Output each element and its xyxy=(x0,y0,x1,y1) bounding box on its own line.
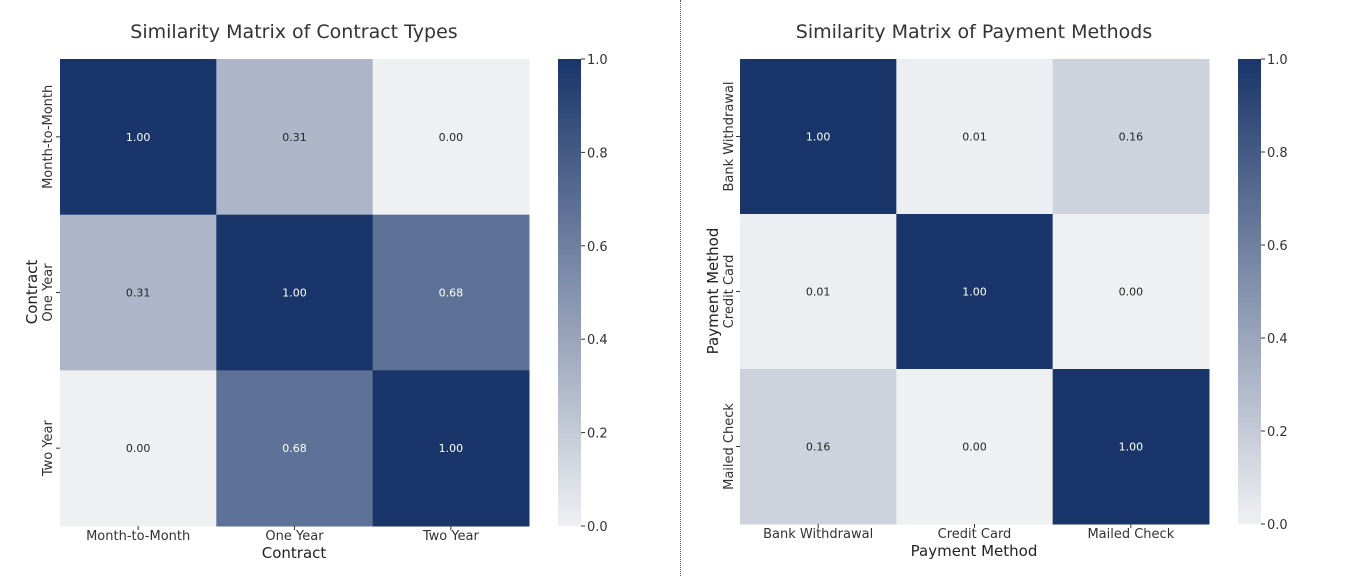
cell-value-label: 0.68 xyxy=(439,287,464,300)
x-tick-label: Mailed Check xyxy=(1087,527,1174,542)
heatmap-cell xyxy=(740,369,897,525)
cell-value-label: 0.00 xyxy=(1119,286,1144,299)
colorbar: 0.0 0.2 0.4 0.6 0.8 1.0 xyxy=(1238,53,1288,533)
cell-value-label: 1.00 xyxy=(439,442,464,455)
heatmap-cells: 1.00 0.31 0.00 0.31 1.00 0.68 0.00 0.68 1.00 xyxy=(60,59,530,527)
heatmap-cell xyxy=(216,370,374,527)
cell-value-label: 0.01 xyxy=(806,286,831,299)
colorbar-tick-label: 0.6 xyxy=(1267,239,1288,254)
y-tick-label: Bank Withdrawal xyxy=(722,81,737,191)
heatmap-cell xyxy=(896,369,1054,525)
cell-value-label: 0.16 xyxy=(1119,131,1144,144)
panel-divider xyxy=(680,0,681,576)
heatmap-cell xyxy=(372,370,530,527)
y-tick-label: Credit Card xyxy=(722,255,737,329)
x-tick-labels: Bank Withdrawal Credit Card Mailed Check xyxy=(763,524,1175,542)
colorbar-tick-label: 0.0 xyxy=(1267,518,1288,533)
x-tick-label: Credit Card xyxy=(938,527,1012,542)
heatmap-cell xyxy=(1052,214,1210,370)
heatmap-cell xyxy=(216,214,374,371)
y-tick-label: Two Year xyxy=(41,419,56,477)
heatmap-cell xyxy=(896,214,1054,370)
y-tick-label: Mailed Check xyxy=(722,403,737,490)
cell-value-label: 0.00 xyxy=(962,441,987,454)
payment-similarity-panel: Similarity Matrix of Payment Methods Pay… xyxy=(704,21,1288,560)
y-tick-label: Month-to-Month xyxy=(41,85,56,189)
heatmap-cell xyxy=(1052,59,1210,215)
cell-value-label: 1.00 xyxy=(962,286,987,299)
cell-value-label: 1.00 xyxy=(126,131,151,144)
cell-value-label: 0.16 xyxy=(806,441,831,454)
heatmap-cells: 1.00 0.01 0.16 0.01 1.00 0.00 0.16 0.00 1.00 xyxy=(740,59,1210,525)
y-tick-labels: Month-to-Month One Year Two Year xyxy=(41,85,60,477)
x-tick-label: Two Year xyxy=(422,529,480,544)
chart-title: Similarity Matrix of Payment Methods xyxy=(796,21,1152,43)
colorbar-tick-label: 0.0 xyxy=(587,520,608,535)
x-axis-label: Payment Method xyxy=(911,542,1038,560)
cell-value-label: 0.00 xyxy=(126,442,151,455)
heatmap-cell xyxy=(60,59,217,216)
colorbar-tick-label: 0.8 xyxy=(1267,146,1288,161)
colorbar-tick-label: 1.0 xyxy=(1267,53,1288,68)
x-tick-label: Month-to-Month xyxy=(86,529,190,544)
cell-value-label: 0.01 xyxy=(962,131,987,144)
cell-value-label: 0.00 xyxy=(439,131,464,144)
heatmap-cell xyxy=(60,370,217,527)
colorbar-gradient xyxy=(1238,59,1261,524)
heatmap-cell xyxy=(740,214,897,370)
chart-title: Similarity Matrix of Contract Types xyxy=(130,21,457,43)
heatmap-cell xyxy=(740,59,897,215)
cell-value-label: 1.00 xyxy=(806,131,831,144)
colorbar-gradient xyxy=(558,59,581,526)
heatmap-cell xyxy=(1052,369,1210,525)
colorbar-tick-label: 0.4 xyxy=(1267,332,1288,347)
x-axis-label: Contract xyxy=(262,544,327,562)
contract-similarity-panel: Similarity Matrix of Contract Types Cont… xyxy=(23,21,608,562)
heatmap-cell xyxy=(896,59,1054,215)
heatmap-cell xyxy=(216,59,374,216)
colorbar-tick-label: 1.0 xyxy=(587,53,608,68)
colorbar-tick-label: 0.2 xyxy=(1267,425,1288,440)
cell-value-label: 0.31 xyxy=(126,287,151,300)
x-tick-labels: Month-to-Month One Year Two Year xyxy=(86,526,480,544)
colorbar-tick-label: 0.4 xyxy=(587,333,608,348)
heatmap-cell xyxy=(372,214,530,371)
colorbar-tick-label: 0.6 xyxy=(587,240,608,255)
x-tick-label: One Year xyxy=(265,529,324,544)
cell-value-label: 0.68 xyxy=(282,442,307,455)
x-tick-label: Bank Withdrawal xyxy=(763,527,873,542)
y-axis-label: Contract xyxy=(23,260,41,325)
y-axis-label: Payment Method xyxy=(704,228,722,355)
cell-value-label: 1.00 xyxy=(1119,441,1144,454)
heatmap-cell xyxy=(372,59,530,216)
y-tick-labels: Bank Withdrawal Credit Card Mailed Check xyxy=(722,81,740,490)
heatmap-cell xyxy=(60,214,217,371)
cell-value-label: 0.31 xyxy=(282,131,307,144)
colorbar-tick-label: 0.2 xyxy=(587,427,608,442)
y-tick-label: One Year xyxy=(41,263,56,322)
cell-value-label: 1.00 xyxy=(282,287,307,300)
colorbar: 0.0 0.2 0.4 0.6 0.8 1.0 xyxy=(558,53,608,535)
colorbar-tick-label: 0.8 xyxy=(587,146,608,161)
